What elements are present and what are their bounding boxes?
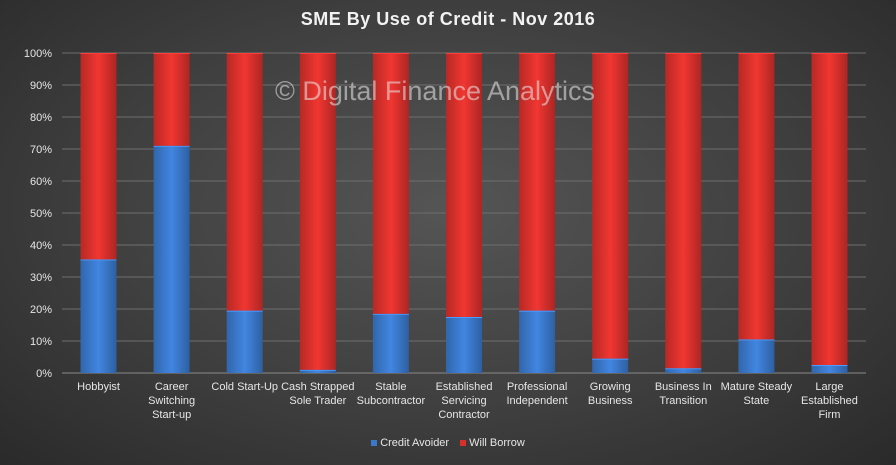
bar-will-borrow [592,53,629,359]
bar-will-borrow [519,53,556,311]
x-tick-label: Established Servicing Contractor [436,381,493,421]
x-tick-label-line: Switching [148,395,195,407]
x-tick-label-line: Contractor [438,409,490,421]
bar-will-borrow [446,53,482,317]
x-tick-label-line: Servicing [441,395,486,407]
x-tick-label-line: Independent [507,395,568,407]
x-tick-label-line: Subcontractor [357,395,426,407]
x-tick-label-line: Cold Start-Up [211,381,278,393]
x-tick-label-line: Established [801,395,858,407]
x-tick-label: Cold Start-Up [211,381,278,393]
y-tick-label: 80% [30,112,52,124]
x-tick-label-line: Professional [507,381,568,393]
bar-will-borrow [665,53,702,369]
y-tick-label: 70% [30,144,52,156]
y-tick-label: 90% [30,80,52,92]
bar-credit-avoider [299,369,336,373]
y-tick-label: 60% [30,176,52,188]
x-tick-label: Business In Transition [655,381,712,407]
x-tick-label: Hobbyist [77,381,120,393]
legend-label-credit-avoider: Credit Avoider [380,437,450,449]
bar-credit-avoider [446,317,482,373]
legend: Credit Avoider Will Borrow [0,437,896,449]
y-tick-label: 0% [36,368,52,380]
x-tick-label-line: State [744,395,770,407]
bar-credit-avoider [80,259,117,373]
x-tick-label: Career Switching Start-up [148,381,195,421]
y-tick-label: 100% [24,48,52,60]
x-tick-label-line: Growing [590,381,631,393]
x-tick-label-line: Stable [375,381,406,393]
legend-swatch-credit-avoider [371,440,378,446]
bar-will-borrow [153,53,190,146]
x-tick-label-line: Start-up [152,409,191,421]
bar-will-borrow [811,53,848,365]
bar-will-borrow [226,53,263,311]
bar-credit-avoider [738,339,775,373]
x-tick-label-line: Career [155,381,189,393]
chart-title: SME By Use of Credit - Nov 2016 [300,9,596,29]
bar-will-borrow [80,53,117,260]
x-tick-label-line: Firm [818,409,840,421]
y-tick-label: 30% [30,272,52,284]
x-tick-label-line: Established [436,381,493,393]
bar-credit-avoider [811,365,848,373]
x-tick-label-line: Sole Trader [289,395,346,407]
bar-credit-avoider [592,358,629,373]
watermark: © Digital Finance Analytics [275,76,596,106]
bar-credit-avoider [153,145,190,373]
bar-will-borrow [299,53,336,370]
legend-label-will-borrow: Will Borrow [469,437,525,449]
bar-credit-avoider [372,313,409,373]
x-tick-label: Large Established Firm [801,381,858,421]
x-tick-label-line: Business In [655,381,712,393]
legend-item-credit-avoider: Credit Avoider [371,437,449,449]
bar-will-borrow [738,53,775,340]
x-tick-label: Cash Strapped Sole Trader [281,381,354,407]
bar-credit-avoider [226,310,263,373]
legend-swatch-will-borrow [460,440,467,446]
bar-will-borrow [372,53,409,314]
x-tick-label: Stable Subcontractor [357,381,426,407]
y-tick-label: 50% [30,208,52,220]
x-tick-label-line: Business [588,395,633,407]
x-tick-label: Professional Independent [507,381,568,407]
bar-credit-avoider [665,368,702,373]
x-tick-label-line: Mature Steady [721,381,793,393]
x-tick-label-line: Transition [659,395,707,407]
x-tick-label-line: Cash Strapped [281,381,354,393]
x-tick-label: Growing Business [588,381,633,407]
x-tick-label-line: Hobbyist [77,381,120,393]
bar-credit-avoider [519,310,556,373]
legend-item-will-borrow: Will Borrow [460,437,525,449]
y-tick-label: 10% [30,336,52,348]
x-tick-label: Mature Steady State [721,381,793,407]
y-tick-label: 20% [30,304,52,316]
x-tick-label-line: Large [815,381,843,393]
y-tick-label: 40% [30,240,52,252]
